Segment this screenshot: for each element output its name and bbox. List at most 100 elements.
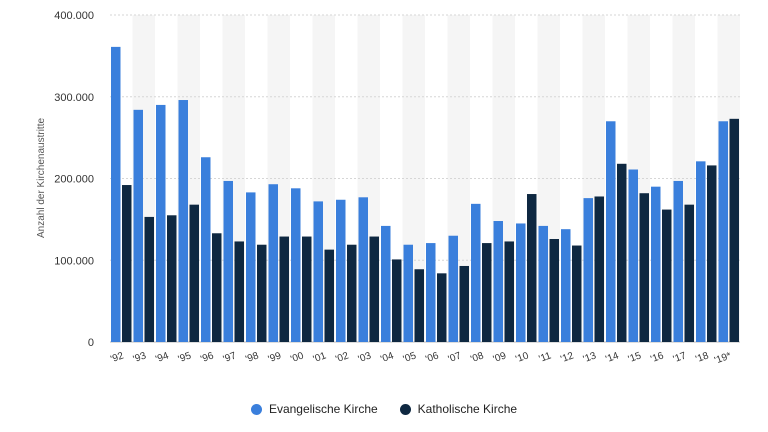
- x-tick-label: '02: [334, 350, 350, 365]
- x-tick-label: '93: [132, 350, 148, 365]
- x-tick-label: '12: [559, 350, 575, 365]
- bar-evangelisch[interactable]: [201, 157, 211, 342]
- x-tick-label: '97: [222, 350, 238, 365]
- bar-evangelisch[interactable]: [471, 203, 481, 342]
- bar-katholisch[interactable]: [234, 241, 245, 342]
- bar-katholisch[interactable]: [122, 185, 132, 342]
- bar-katholisch[interactable]: [684, 204, 695, 342]
- x-tick-label: '14: [604, 350, 620, 365]
- bar-katholisch[interactable]: [707, 165, 717, 342]
- bar-evangelisch[interactable]: [538, 225, 549, 342]
- x-tick-label: '92: [109, 350, 125, 365]
- legend-dot-evangelisch: [250, 403, 262, 415]
- bar-evangelisch[interactable]: [718, 121, 729, 343]
- x-tick-label: '04: [379, 350, 395, 365]
- bar-evangelisch[interactable]: [583, 198, 594, 342]
- bar-katholisch[interactable]: [662, 209, 672, 342]
- x-tick-label: '17: [672, 350, 688, 365]
- bar-evangelisch[interactable]: [516, 223, 526, 342]
- bar-katholisch[interactable]: [324, 249, 335, 342]
- bar-evangelisch[interactable]: [561, 229, 571, 342]
- bar-katholisch[interactable]: [594, 196, 605, 342]
- bar-evangelisch[interactable]: [223, 180, 234, 342]
- bar-katholisch[interactable]: [527, 194, 537, 342]
- bar-evangelisch[interactable]: [358, 197, 369, 342]
- x-tick-label: '95: [177, 350, 193, 365]
- legend: Evangelische Kirche Katholische Kirche: [0, 402, 768, 416]
- x-tick-label: '07: [447, 350, 463, 365]
- x-tick-label: '18: [694, 350, 710, 365]
- bar-katholisch[interactable]: [549, 238, 560, 342]
- x-tick-label: '15: [627, 350, 643, 365]
- legend-item-katholisch[interactable]: Katholische Kirche: [399, 402, 518, 416]
- bar-katholisch[interactable]: [347, 244, 357, 342]
- bar-katholisch[interactable]: [729, 118, 740, 342]
- y-tick-label: 400.000: [54, 10, 94, 22]
- y-tick-label: 100.000: [54, 255, 94, 267]
- bar-evangelisch[interactable]: [448, 235, 459, 342]
- bar-katholisch[interactable]: [279, 236, 290, 342]
- bar-evangelisch[interactable]: [426, 243, 436, 342]
- bar-evangelisch[interactable]: [493, 221, 504, 342]
- bar-katholisch[interactable]: [482, 243, 492, 342]
- x-tick-label: '96: [199, 350, 215, 365]
- bar-evangelisch[interactable]: [696, 161, 706, 342]
- x-tick-label: '06: [424, 350, 440, 365]
- bar-evangelisch[interactable]: [606, 121, 616, 343]
- bars: [111, 46, 740, 343]
- bar-evangelisch[interactable]: [178, 100, 189, 343]
- bar-evangelisch[interactable]: [651, 186, 661, 342]
- x-tick-label: '10: [514, 350, 530, 365]
- bar-evangelisch[interactable]: [381, 225, 391, 342]
- legend-dot-katholisch: [399, 403, 411, 415]
- x-axis-ticks: '92 '93 '94 '95 '96 '97 '98 '99 '00 '01 '02 '03 '04 '…: [109, 350, 733, 366]
- legend-label-katholisch: Katholische Kirche: [417, 402, 518, 416]
- bar-evangelisch[interactable]: [673, 180, 684, 342]
- x-tick-label: '94: [154, 350, 170, 365]
- bar-evangelisch[interactable]: [156, 104, 166, 342]
- bar-katholisch[interactable]: [572, 245, 582, 342]
- x-tick-label: '05: [402, 350, 418, 365]
- bar-evangelisch[interactable]: [313, 201, 324, 342]
- x-tick-label: '99: [267, 350, 283, 365]
- bar-evangelisch[interactable]: [111, 46, 121, 342]
- x-tick-label: '01: [312, 350, 328, 365]
- bar-katholisch[interactable]: [639, 193, 650, 342]
- bar-evangelisch[interactable]: [268, 184, 279, 342]
- legend-item-evangelisch[interactable]: Evangelische Kirche: [250, 402, 378, 416]
- legend-label-evangelisch: Evangelische Kirche: [268, 402, 378, 416]
- bar-katholisch[interactable]: [459, 265, 470, 342]
- bar-evangelisch[interactable]: [336, 199, 346, 342]
- bar-evangelisch[interactable]: [628, 169, 639, 342]
- x-tick-label: '16: [649, 350, 665, 365]
- bar-evangelisch[interactable]: [403, 244, 414, 342]
- bar-katholisch[interactable]: [144, 216, 155, 342]
- bar-katholisch[interactable]: [189, 204, 200, 342]
- x-tick-label: '98: [244, 350, 260, 365]
- bar-evangelisch[interactable]: [291, 188, 301, 342]
- x-tick-label: '09: [492, 350, 508, 365]
- x-tick-label: '03: [357, 350, 373, 365]
- bar-katholisch[interactable]: [369, 236, 380, 342]
- bar-katholisch[interactable]: [302, 236, 312, 342]
- x-tick-label: '11: [537, 350, 553, 365]
- x-tick-label: '13: [582, 350, 598, 365]
- y-axis-ticks: 0 100.000 200.000 300.000 400.000: [54, 10, 94, 349]
- bar-katholisch[interactable]: [257, 244, 267, 342]
- bar-evangelisch[interactable]: [246, 192, 256, 342]
- bar-katholisch[interactable]: [617, 163, 627, 342]
- bar-evangelisch[interactable]: [133, 109, 144, 342]
- y-tick-label: 200.000: [54, 174, 94, 186]
- x-tick-label: '00: [289, 350, 305, 365]
- y-tick-label: 0: [88, 337, 94, 349]
- bar-katholisch[interactable]: [167, 215, 177, 342]
- y-tick-label: 300.000: [54, 92, 94, 104]
- bar-katholisch[interactable]: [212, 233, 222, 342]
- y-axis-label: Anzahl der Kirchenaustritte: [36, 118, 47, 239]
- bar-katholisch[interactable]: [414, 269, 425, 342]
- bar-katholisch[interactable]: [392, 259, 402, 342]
- bar-katholisch[interactable]: [504, 241, 515, 342]
- x-tick-label: '19*: [713, 350, 733, 366]
- bar-katholisch[interactable]: [437, 273, 447, 342]
